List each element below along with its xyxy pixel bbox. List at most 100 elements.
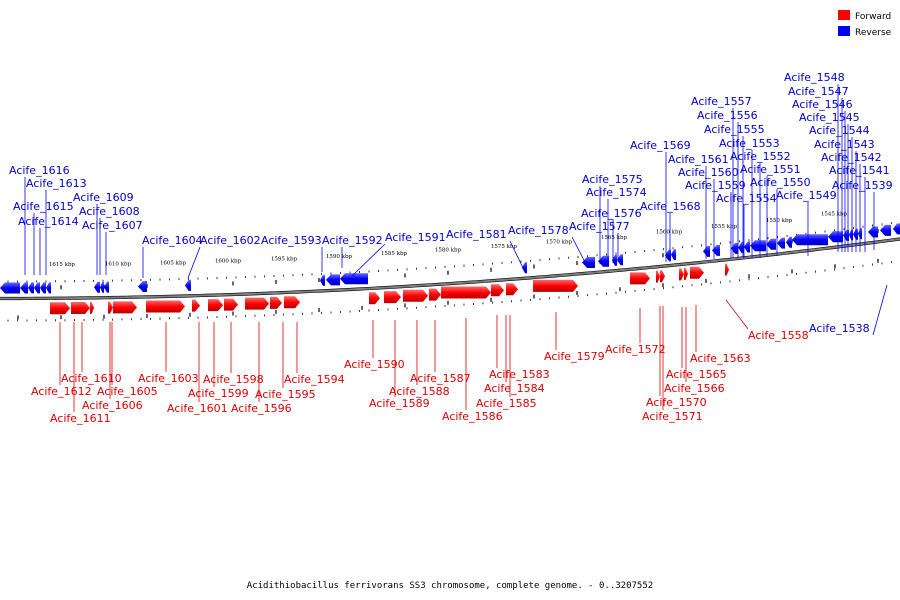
forward-gene-label[interactable]: Acife_1612 [31,385,92,398]
forward-gene-arrow[interactable] [656,270,660,283]
forward-gene-arrow[interactable] [403,289,428,302]
forward-gene-arrow[interactable] [679,268,684,281]
forward-gene-label[interactable]: Acife_1586 [442,410,503,423]
reverse-gene-label[interactable]: Acife_1547 [788,85,849,98]
forward-gene-arrow[interactable] [113,301,137,314]
reverse-gene-arrow[interactable] [340,273,368,285]
reverse-gene-arrow[interactable] [868,226,878,238]
forward-gene-arrow[interactable] [50,302,70,315]
reverse-gene-label[interactable]: Acife_1560 [678,166,739,179]
reverse-gene-arrow[interactable] [617,254,623,266]
forward-gene-arrow[interactable] [108,301,113,314]
reverse-gene-label[interactable]: Acife_1581 [446,228,507,241]
reverse-gene-arrow[interactable] [880,224,891,236]
reverse-gene-arrow[interactable] [849,229,853,241]
reverse-gene-label[interactable]: Acife_1548 [784,71,845,84]
reverse-gene-label[interactable]: Acife_1604 [142,234,203,247]
reverse-gene-label[interactable]: Acife_1552 [730,150,791,163]
reverse-gene-label[interactable]: Acife_1613 [26,177,87,190]
reverse-gene-label[interactable]: Acife_1541 [829,164,890,177]
forward-gene-arrow[interactable] [660,270,665,283]
reverse-gene-arrow[interactable] [185,279,191,291]
reverse-gene-arrow[interactable] [40,282,46,294]
reverse-gene-label[interactable]: Acife_1542 [821,151,882,164]
forward-gene-label[interactable]: Acife_1584 [484,382,545,395]
forward-gene-label[interactable]: Acife_1598 [203,373,264,386]
reverse-gene-arrow[interactable] [138,281,147,293]
reverse-gene-label[interactable]: Acife_1554 [716,192,777,205]
reverse-gene-arrow[interactable] [612,254,617,266]
forward-gene-label[interactable]: Acife_1583 [489,368,550,381]
reverse-gene-arrow[interactable] [100,281,104,293]
reverse-gene-arrow[interactable] [34,282,40,294]
reverse-gene-arrow[interactable] [853,228,858,240]
reverse-gene-arrow[interactable] [522,262,527,274]
reverse-gene-label[interactable]: Acife_1557 [691,95,752,108]
forward-gene-label[interactable]: Acife_1594 [284,373,345,386]
forward-gene-arrow[interactable] [491,284,504,297]
reverse-gene-label[interactable]: Acife_1576 [581,207,642,220]
forward-gene-arrow[interactable] [429,288,441,301]
reverse-gene-label[interactable]: Acife_1593 [261,234,322,247]
forward-gene-label[interactable]: Acife_1595 [255,388,316,401]
forward-gene-label[interactable]: Acife_1611 [50,412,111,425]
reverse-gene-arrow[interactable] [828,231,843,243]
reverse-gene-arrow[interactable] [671,249,676,261]
reverse-gene-arrow[interactable] [326,274,340,286]
reverse-gene-label[interactable]: Acife_1553 [719,137,780,150]
forward-gene-arrow[interactable] [630,272,650,285]
reverse-gene-arrow[interactable] [893,223,900,235]
forward-gene-arrow[interactable] [725,263,729,276]
forward-gene-arrow[interactable] [684,267,688,280]
reverse-gene-label[interactable]: Acife_1591 [385,231,446,244]
reverse-gene-arrow[interactable] [320,274,325,286]
forward-gene-arrow[interactable] [690,266,704,279]
reverse-gene-label[interactable]: Acife_1569 [630,139,691,152]
reverse-gene-label[interactable]: Acife_1575 [582,173,643,186]
reverse-gene-label[interactable]: Acife_1543 [814,138,875,151]
forward-gene-label[interactable]: Acife_1570 [646,396,707,409]
reverse-gene-arrow[interactable] [777,237,785,249]
reverse-gene-arrow[interactable] [104,281,109,293]
forward-gene-label[interactable]: Acife_1590 [344,358,405,371]
forward-gene-arrow[interactable] [284,296,300,309]
reverse-gene-label[interactable]: Acife_1608 [79,205,140,218]
forward-gene-arrow[interactable] [192,299,200,312]
forward-gene-arrow[interactable] [369,292,380,305]
reverse-gene-label[interactable]: Acife_1559 [685,179,746,192]
forward-gene-label[interactable]: Acife_1572 [605,343,666,356]
reverse-gene-arrow[interactable] [738,242,744,254]
forward-gene-arrow[interactable] [270,296,282,309]
forward-gene-label[interactable]: Acife_1563 [690,352,751,365]
reverse-gene-label[interactable]: Acife_1556 [697,109,758,122]
forward-gene-label[interactable]: Acife_1610 [61,372,122,385]
reverse-gene-arrow[interactable] [750,240,766,252]
reverse-gene-label[interactable]: Acife_1574 [586,186,647,199]
forward-gene-label[interactable]: Acife_1605 [97,385,158,398]
reverse-gene-arrow[interactable] [46,282,51,294]
reverse-gene-arrow[interactable] [28,282,34,294]
reverse-gene-arrow[interactable] [712,244,720,256]
forward-gene-arrow[interactable] [245,297,269,310]
reverse-gene-arrow[interactable] [766,238,776,250]
reverse-gene-arrow[interactable] [731,242,738,254]
reverse-gene-label[interactable]: Acife_1577 [569,220,630,233]
reverse-gene-label[interactable]: Acife_1545 [799,111,860,124]
reverse-gene-arrow[interactable] [0,282,20,294]
reverse-gene-arrow[interactable] [665,249,671,261]
reverse-gene-label[interactable]: Acife_1609 [73,191,134,204]
reverse-gene-arrow[interactable] [843,229,849,241]
reverse-gene-arrow[interactable] [786,236,792,248]
forward-gene-arrow[interactable] [224,298,238,311]
forward-gene-arrow[interactable] [146,300,185,313]
forward-gene-label[interactable]: Acife_1596 [231,402,292,415]
reverse-gene-arrow[interactable] [598,255,609,267]
forward-gene-label[interactable]: Acife_1606 [82,399,143,412]
reverse-gene-label[interactable]: Acife_1561 [668,153,729,166]
reverse-gene-label[interactable]: Acife_1539 [832,179,893,192]
reverse-gene-label[interactable]: Acife_1551 [740,163,801,176]
forward-gene-label[interactable]: Acife_1601 [167,402,228,415]
reverse-gene-arrow[interactable] [94,281,100,293]
forward-gene-label[interactable]: Acife_1558 [748,329,809,342]
forward-gene-label[interactable]: Acife_1566 [664,382,725,395]
